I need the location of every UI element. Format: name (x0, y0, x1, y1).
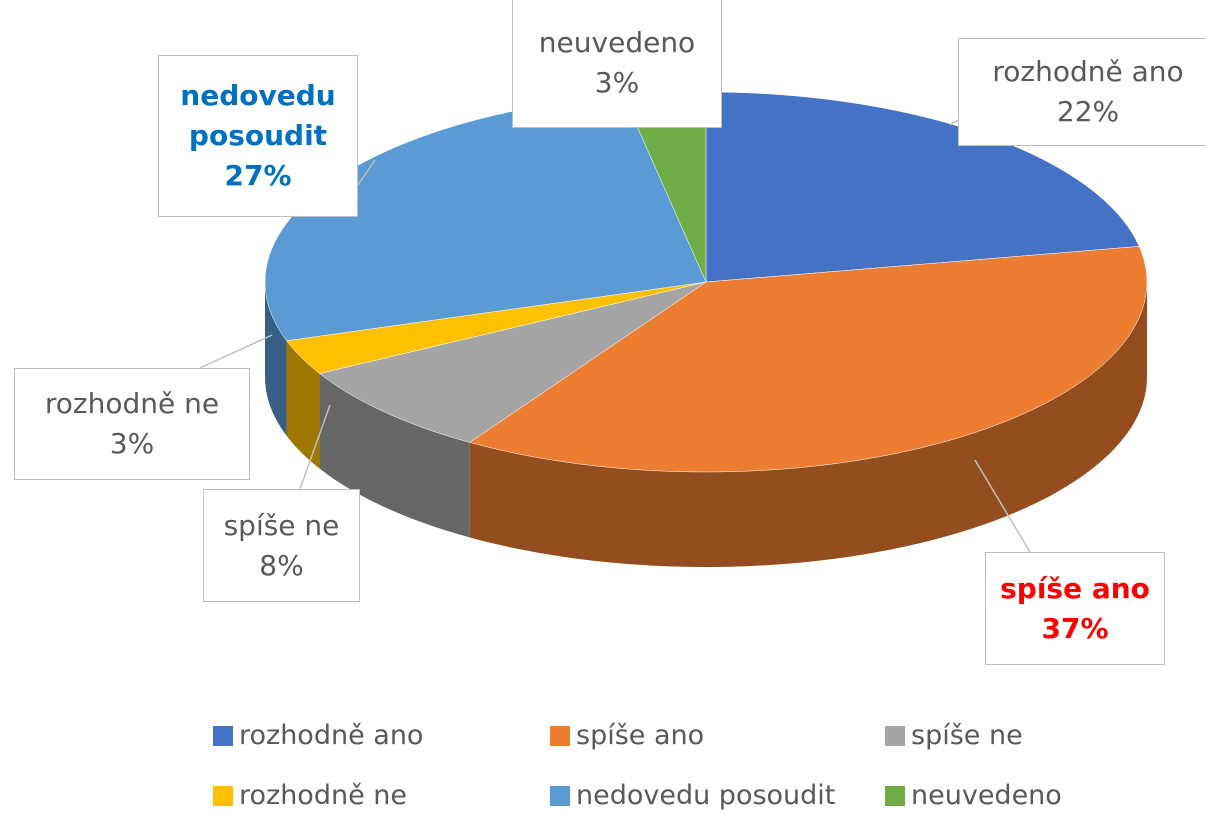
data-label-value: 27% (224, 159, 292, 192)
data-label-value: 37% (1041, 611, 1109, 645)
leader-line (199, 334, 273, 369)
data-label: nedovedu posoudit 27% (158, 55, 358, 217)
legend-label: rozhodně ne (239, 780, 407, 811)
data-label-name: spíše ano (1000, 571, 1150, 605)
leader-line (949, 119, 959, 126)
data-label: neuvedeno 3% (512, 0, 722, 128)
data-label-name: spíše ne (223, 508, 340, 542)
data-label-name: nedovedu posoudit (180, 79, 336, 152)
slice-side (469, 282, 1147, 567)
data-label-value: 22% (1056, 95, 1120, 128)
legend-entry: nedovedu posoudit (550, 780, 835, 811)
data-label: spíše ano 37% (985, 552, 1165, 665)
legend-label: rozhodně ano (239, 720, 424, 751)
legend-entry: spíše ne (885, 720, 1023, 751)
slice-side-shade (319, 373, 470, 538)
leader-line (299, 404, 331, 490)
legend-entry: rozhodně ano (213, 720, 423, 751)
legend-swatch (550, 725, 570, 746)
legend-entry: spíše ano (550, 720, 704, 751)
slice (286, 281, 707, 374)
slice (469, 246, 1148, 473)
slice-side (286, 340, 320, 469)
legend-swatch (885, 725, 905, 746)
data-label: rozhodně ne 3% (14, 368, 250, 480)
slice (318, 281, 707, 443)
legend-entry: rozhodně ne (213, 780, 407, 811)
legend-swatch (213, 785, 233, 806)
data-label-name: rozhodně ano (992, 55, 1184, 88)
legend-entry: neuvedeno (885, 780, 1062, 811)
data-label-name: rozhodně ne (44, 387, 220, 420)
legend-swatch (213, 725, 233, 746)
leader-line (357, 159, 376, 186)
data-label: rozhodně ano 22% (958, 38, 1206, 146)
slice-side (265, 282, 287, 436)
data-label-value: 3% (109, 427, 155, 460)
legend-label: spíše ano (576, 720, 705, 751)
slice-side-shade (286, 340, 320, 469)
data-label: spíše ne 8% (203, 489, 360, 602)
slice-side (319, 373, 470, 538)
slice-side-shade (265, 282, 287, 436)
legend-label: neuvedeno (911, 780, 1062, 811)
data-label-value: 3% (594, 66, 640, 99)
data-label-name: neuvedeno (538, 26, 696, 59)
legend-label: nedovedu posoudit (576, 780, 836, 811)
slice-side-shade (469, 282, 1147, 567)
legend-swatch (885, 785, 905, 806)
data-label-value: 8% (259, 548, 304, 582)
legend-label: spíše ne (911, 720, 1023, 751)
legend-swatch (550, 785, 570, 806)
leader-line (974, 459, 1031, 553)
